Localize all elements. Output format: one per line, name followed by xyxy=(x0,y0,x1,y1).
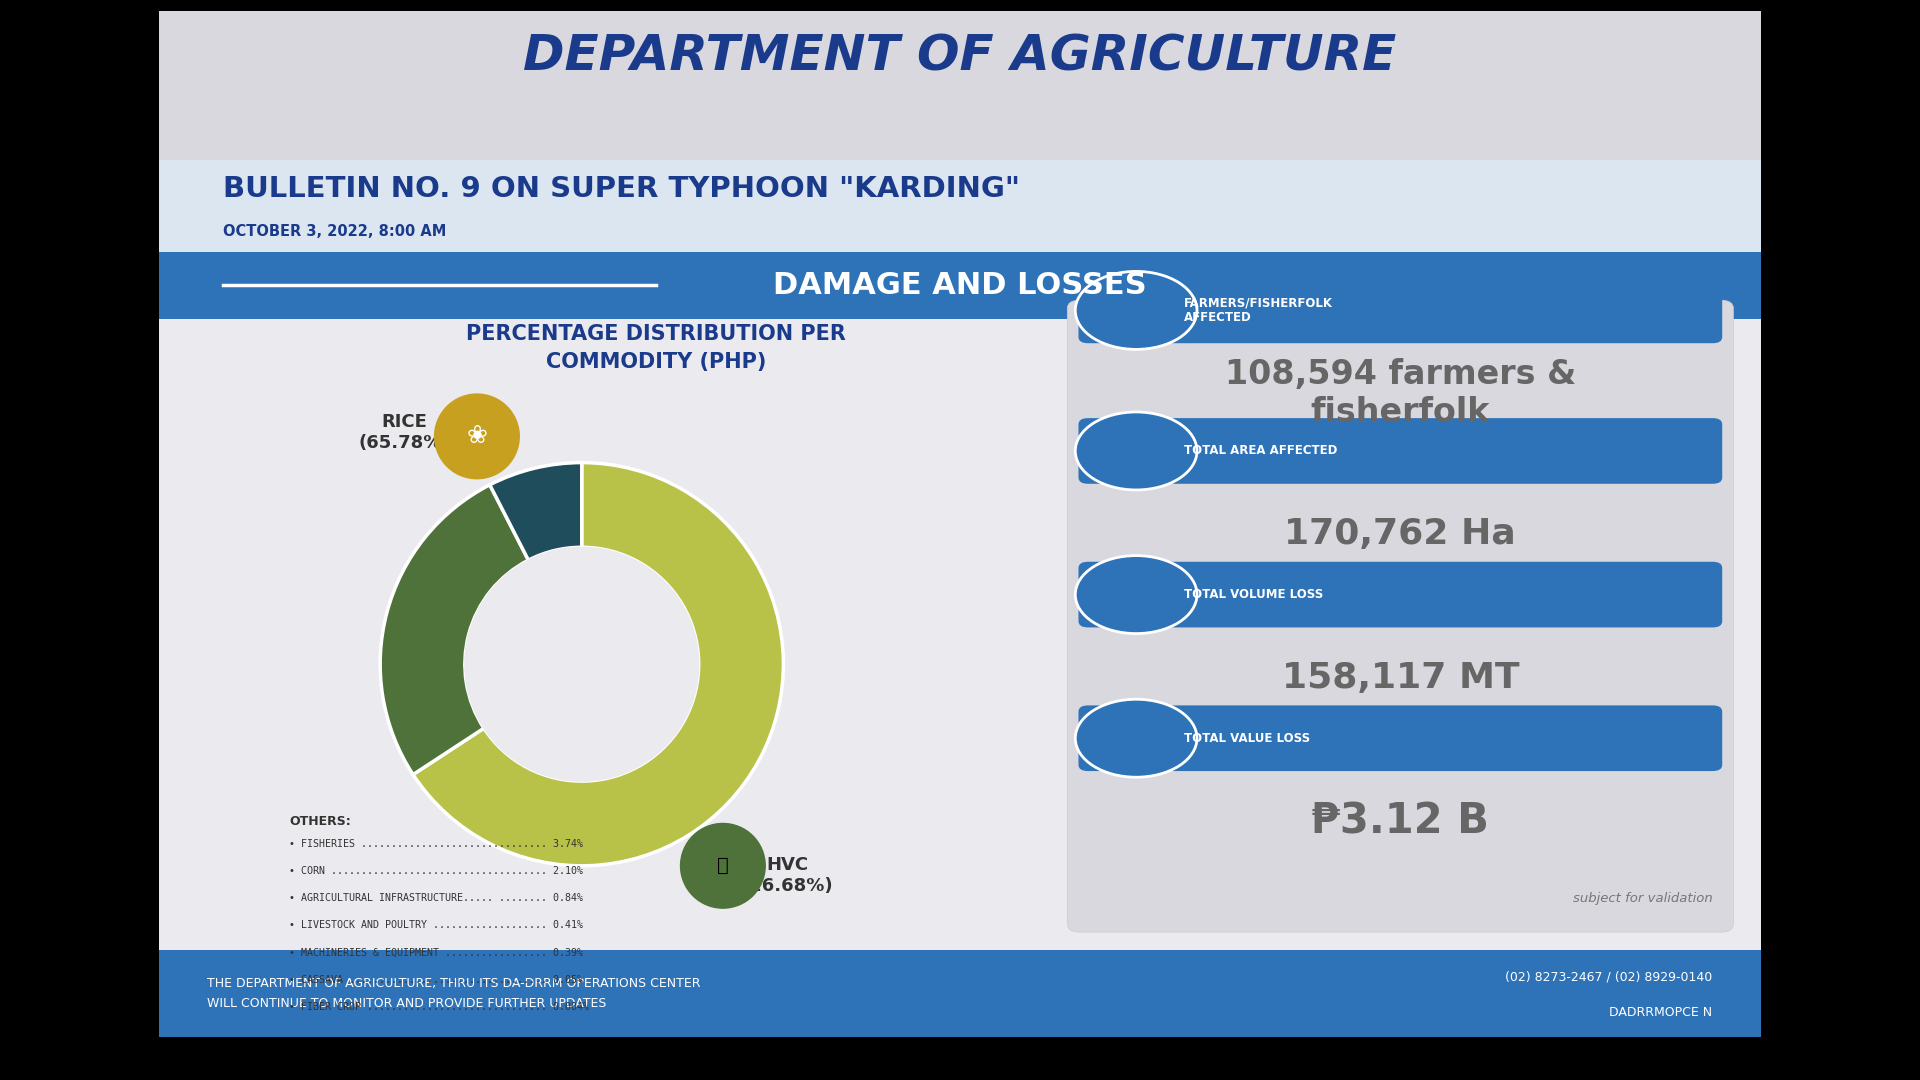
Text: TOTAL VALUE LOSS: TOTAL VALUE LOSS xyxy=(1185,732,1309,745)
FancyBboxPatch shape xyxy=(1079,705,1722,771)
FancyBboxPatch shape xyxy=(1068,300,1734,932)
Text: RICE
(65.78%): RICE (65.78%) xyxy=(359,413,449,451)
Wedge shape xyxy=(380,485,528,774)
Text: PERCENTAGE DISTRIBUTION PER
COMMODITY (PHP): PERCENTAGE DISTRIBUTION PER COMMODITY (P… xyxy=(467,324,845,372)
FancyBboxPatch shape xyxy=(159,252,1761,319)
Text: • FIBER CROP .............................. 0.004%: • FIBER CROP ...........................… xyxy=(290,1002,589,1012)
Text: • LIVESTOCK AND POULTRY ................... 0.41%: • LIVESTOCK AND POULTRY ................… xyxy=(290,920,584,930)
Text: ❀: ❀ xyxy=(467,424,488,448)
Text: • MACHINERIES & EQUIPMENT ................. 0.39%: • MACHINERIES & EQUIPMENT ..............… xyxy=(290,947,584,958)
Text: (02) 8273-2467 / (02) 8929-0140: (02) 8273-2467 / (02) 8929-0140 xyxy=(1505,971,1713,984)
Text: BULLETIN NO. 9 ON SUPER TYPHOON "KARDING": BULLETIN NO. 9 ON SUPER TYPHOON "KARDING… xyxy=(223,175,1020,203)
Text: TOTAL AREA AFFECTED: TOTAL AREA AFFECTED xyxy=(1185,445,1338,458)
Wedge shape xyxy=(413,462,783,866)
Text: HVC
(26.68%): HVC (26.68%) xyxy=(741,856,833,895)
Circle shape xyxy=(1075,271,1196,349)
Text: OCTOBER 3, 2022, 8:00 AM: OCTOBER 3, 2022, 8:00 AM xyxy=(223,224,447,239)
Text: • CORN .................................... 2.10%: • CORN .................................… xyxy=(290,866,584,876)
Circle shape xyxy=(1075,555,1196,634)
Circle shape xyxy=(465,548,699,781)
Circle shape xyxy=(434,394,518,478)
Text: DAMAGE AND LOSSES: DAMAGE AND LOSSES xyxy=(774,271,1146,300)
Text: DEPARTMENT OF AGRICULTURE: DEPARTMENT OF AGRICULTURE xyxy=(524,33,1396,81)
Text: • AGRICULTURAL INFRASTRUCTURE..... ........ 0.84%: • AGRICULTURAL INFRASTRUCTURE..... .....… xyxy=(290,893,584,903)
Text: 158,117 MT: 158,117 MT xyxy=(1281,661,1519,694)
Text: DADRRMOPCE N: DADRRMOPCE N xyxy=(1609,1005,1713,1018)
Text: • FISHERIES ............................... 3.74%: • FISHERIES ............................… xyxy=(290,838,584,849)
Text: FARMERS/FISHERFOLK
AFFECTED: FARMERS/FISHERFOLK AFFECTED xyxy=(1185,297,1332,324)
Text: OTHERS:: OTHERS: xyxy=(290,815,351,828)
FancyBboxPatch shape xyxy=(159,160,1761,252)
FancyBboxPatch shape xyxy=(1079,418,1722,484)
FancyBboxPatch shape xyxy=(159,11,1761,160)
Text: 170,762 Ha: 170,762 Ha xyxy=(1284,517,1517,551)
Text: 108,594 farmers &
fisherfolk: 108,594 farmers & fisherfolk xyxy=(1225,357,1576,429)
FancyBboxPatch shape xyxy=(1079,562,1722,627)
Text: • CASSAVA ................................. 0.05%: • CASSAVA ..............................… xyxy=(290,974,584,985)
FancyBboxPatch shape xyxy=(1079,278,1722,343)
Wedge shape xyxy=(490,462,582,561)
Circle shape xyxy=(1075,411,1196,490)
Circle shape xyxy=(680,823,766,908)
Text: 🌿: 🌿 xyxy=(716,856,730,875)
Text: ₱3.12 B: ₱3.12 B xyxy=(1311,800,1490,842)
Text: subject for validation: subject for validation xyxy=(1572,892,1713,905)
FancyBboxPatch shape xyxy=(159,319,1761,949)
FancyBboxPatch shape xyxy=(159,949,1761,1037)
Text: TOTAL VOLUME LOSS: TOTAL VOLUME LOSS xyxy=(1185,589,1323,602)
Circle shape xyxy=(1075,699,1196,778)
Text: THE DEPARTMENT OF AGRICULTURE, THRU ITS DA-DRRM OPERATIONS CENTER
WILL CONTINUE : THE DEPARTMENT OF AGRICULTURE, THRU ITS … xyxy=(207,976,701,1010)
